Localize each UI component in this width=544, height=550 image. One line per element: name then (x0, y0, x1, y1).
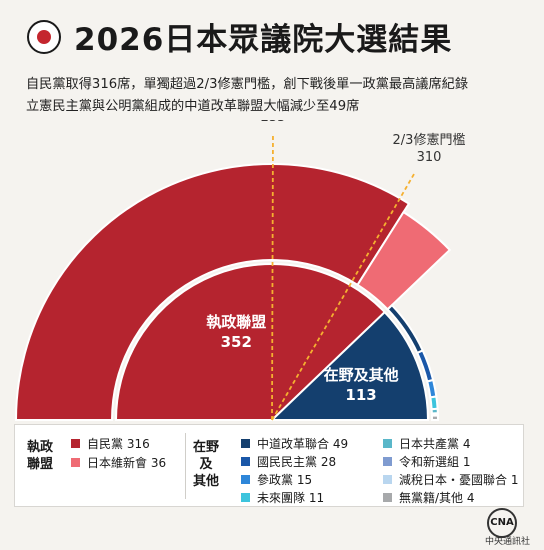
outer-slice-5 (429, 395, 439, 411)
page-title: 2026日本眾議院大選結果 (74, 22, 453, 58)
legend-label: 未來團隊 11 (257, 491, 325, 505)
legend-label: 無黨籍/其他 4 (399, 491, 475, 505)
header: 2026日本眾議院大選結果 (0, 0, 544, 70)
legend-divider (185, 433, 186, 499)
legend-ruling-title: 執政 聯盟 (27, 439, 53, 473)
legend-swatch (383, 439, 392, 448)
legend-swatch (241, 475, 250, 484)
legend-item-ishin: 日本維新會 36 (71, 454, 166, 471)
legend-swatch (71, 439, 80, 448)
inner-label-value-1: 113 (345, 386, 376, 404)
legend-item-mirai: 未來團隊 11 (241, 489, 324, 506)
legend-swatch (383, 493, 392, 502)
legend-item-independent: 無黨籍/其他 4 (383, 489, 475, 506)
inner-slice-0 (114, 263, 387, 421)
subtitle-line-1: 自民黨取得316席，單獨超過2/3修憲門檻，創下戰後單一政黨最高議席紀錄 (26, 77, 469, 92)
japan-flag-icon (27, 20, 61, 54)
legend-opposition-title: 在野 及 其他 (193, 439, 219, 490)
legend-panel: 執政 聯盟 自民黨 316 日本維新會 36 在野 及 其他 中道改革聯合 49… (14, 424, 524, 507)
inner-label-value-0: 352 (221, 333, 252, 351)
legend-label: 國民民主黨 28 (257, 455, 337, 469)
legend-label: 日本維新會 36 (87, 456, 167, 470)
legend-opp-title-line3: 其他 (193, 474, 220, 489)
legend-swatch (383, 475, 392, 484)
legend-item-ldp: 自民黨 316 (71, 435, 150, 452)
threshold-line-0 (271, 133, 274, 421)
outer-slice-1 (356, 210, 452, 311)
legend-swatch (383, 457, 392, 466)
outer-slice-4 (426, 378, 438, 399)
subtitle-line-2: 立憲民主黨與公明黨組成的中道改革聯盟大幅減少至49席 (26, 99, 360, 114)
legend-item-centrist: 中道改革聯合 49 (241, 435, 348, 452)
inner-label-name-0: 執政聯盟 (206, 313, 266, 331)
threshold-value-1: 310 (417, 150, 442, 165)
legend-label: 減稅日本・憂國聯合 1 (399, 473, 519, 487)
inner-slice-1 (269, 310, 430, 421)
legend-label: 中道改革聯合 49 (257, 437, 349, 451)
legend-opp-title-line1: 在野 (193, 440, 220, 455)
legend-swatch (241, 457, 250, 466)
legend-item-sanseito: 參政黨 15 (241, 471, 312, 488)
legend-label: 自民黨 316 (87, 437, 150, 451)
legend-item-dpfp: 國民民主黨 28 (241, 453, 336, 470)
legend-ruling-title-line2: 聯盟 (27, 457, 54, 472)
agency-name: 中央通訊社 (485, 537, 531, 547)
legend-label: 參政黨 15 (257, 473, 313, 487)
threshold-value-0: 233 (261, 120, 286, 125)
legend-item-genzei: 減稅日本・憂國聯合 1 (383, 471, 518, 488)
legend-label: 日本共產黨 4 (399, 437, 471, 451)
legend-item-reiwa: 令和新選組 1 (383, 453, 470, 470)
legend-item-jcp: 日本共產黨 4 (383, 435, 470, 452)
threshold-label-1: 2/3修憲門檻 (393, 132, 466, 148)
legend-swatch (241, 493, 250, 502)
legend-ruling-title-line1: 執政 (27, 440, 54, 455)
cna-logo: CNA (487, 508, 517, 538)
outer-slice-9 (430, 414, 440, 421)
red-sun-icon (37, 30, 51, 44)
legend-opp-title-line2: 及 (199, 457, 213, 472)
inner-label-name-1: 在野及其他 (324, 366, 399, 384)
outer-slice-0 (14, 163, 411, 421)
legend-swatch (71, 458, 80, 467)
legend-swatch (241, 439, 250, 448)
threshold-line-1 (271, 171, 416, 421)
legend-label: 令和新選組 1 (399, 455, 471, 469)
